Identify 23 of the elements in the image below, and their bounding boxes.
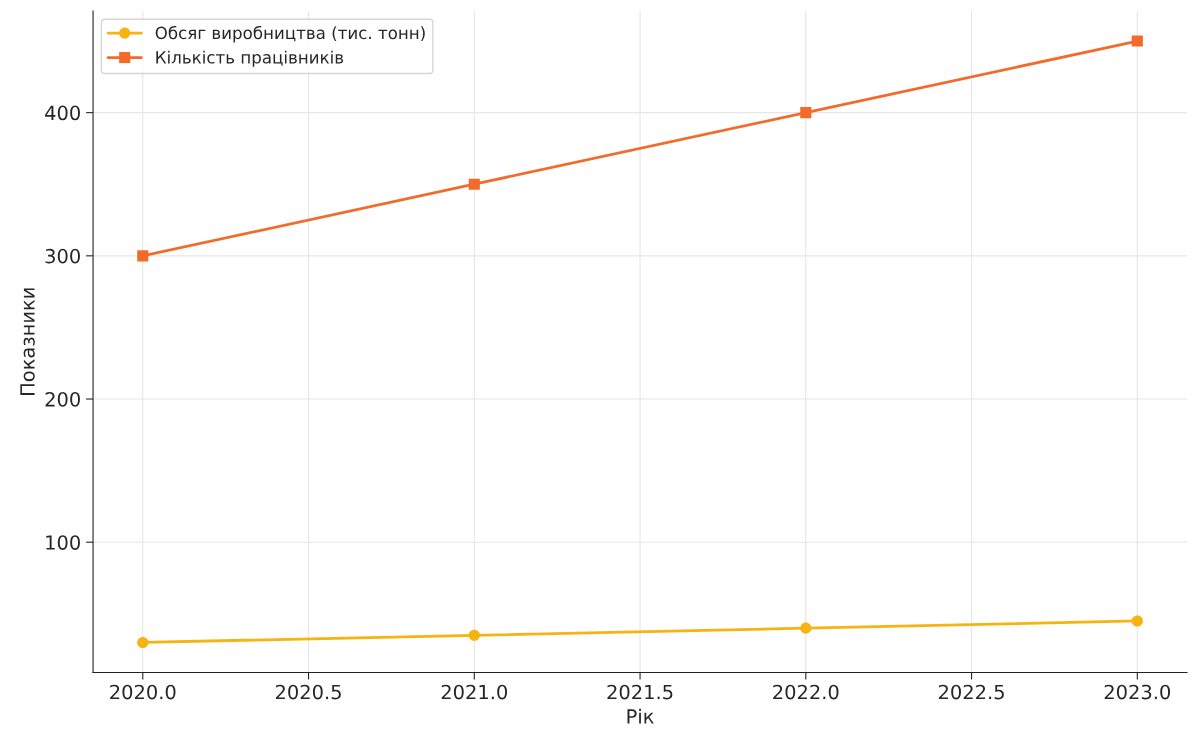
y-tick-label: 300 [45, 248, 80, 264]
y-tick-label: 100 [46, 535, 80, 550]
point [800, 622, 812, 634]
point [1131, 35, 1143, 47]
x-tick-label: 2022.0 [773, 684, 839, 700]
point [1131, 615, 1143, 627]
point [800, 107, 812, 119]
x-tick-label: 2020.5 [275, 684, 341, 700]
y-axis-title: Показники [20, 288, 35, 395]
point [137, 636, 149, 649]
point [468, 178, 480, 190]
x-tick-label: 2021.0 [441, 684, 508, 700]
y-tick-label: 400 [45, 105, 80, 121]
x-tick-label: 2020.0 [110, 684, 176, 700]
x-tick-label: 2021.5 [607, 684, 673, 700]
legend-label: Кількість працівників [156, 50, 344, 67]
point [137, 250, 149, 262]
y-tick-label: 200 [45, 391, 80, 407]
legend-label: Обсяг виробництва (тис. тонн) [155, 25, 425, 43]
x-tick-label: 2022.5 [938, 684, 1004, 700]
point [468, 629, 480, 641]
x-tick-label: 2023.0 [1104, 684, 1171, 700]
x-axis-title: Рік [627, 708, 654, 724]
